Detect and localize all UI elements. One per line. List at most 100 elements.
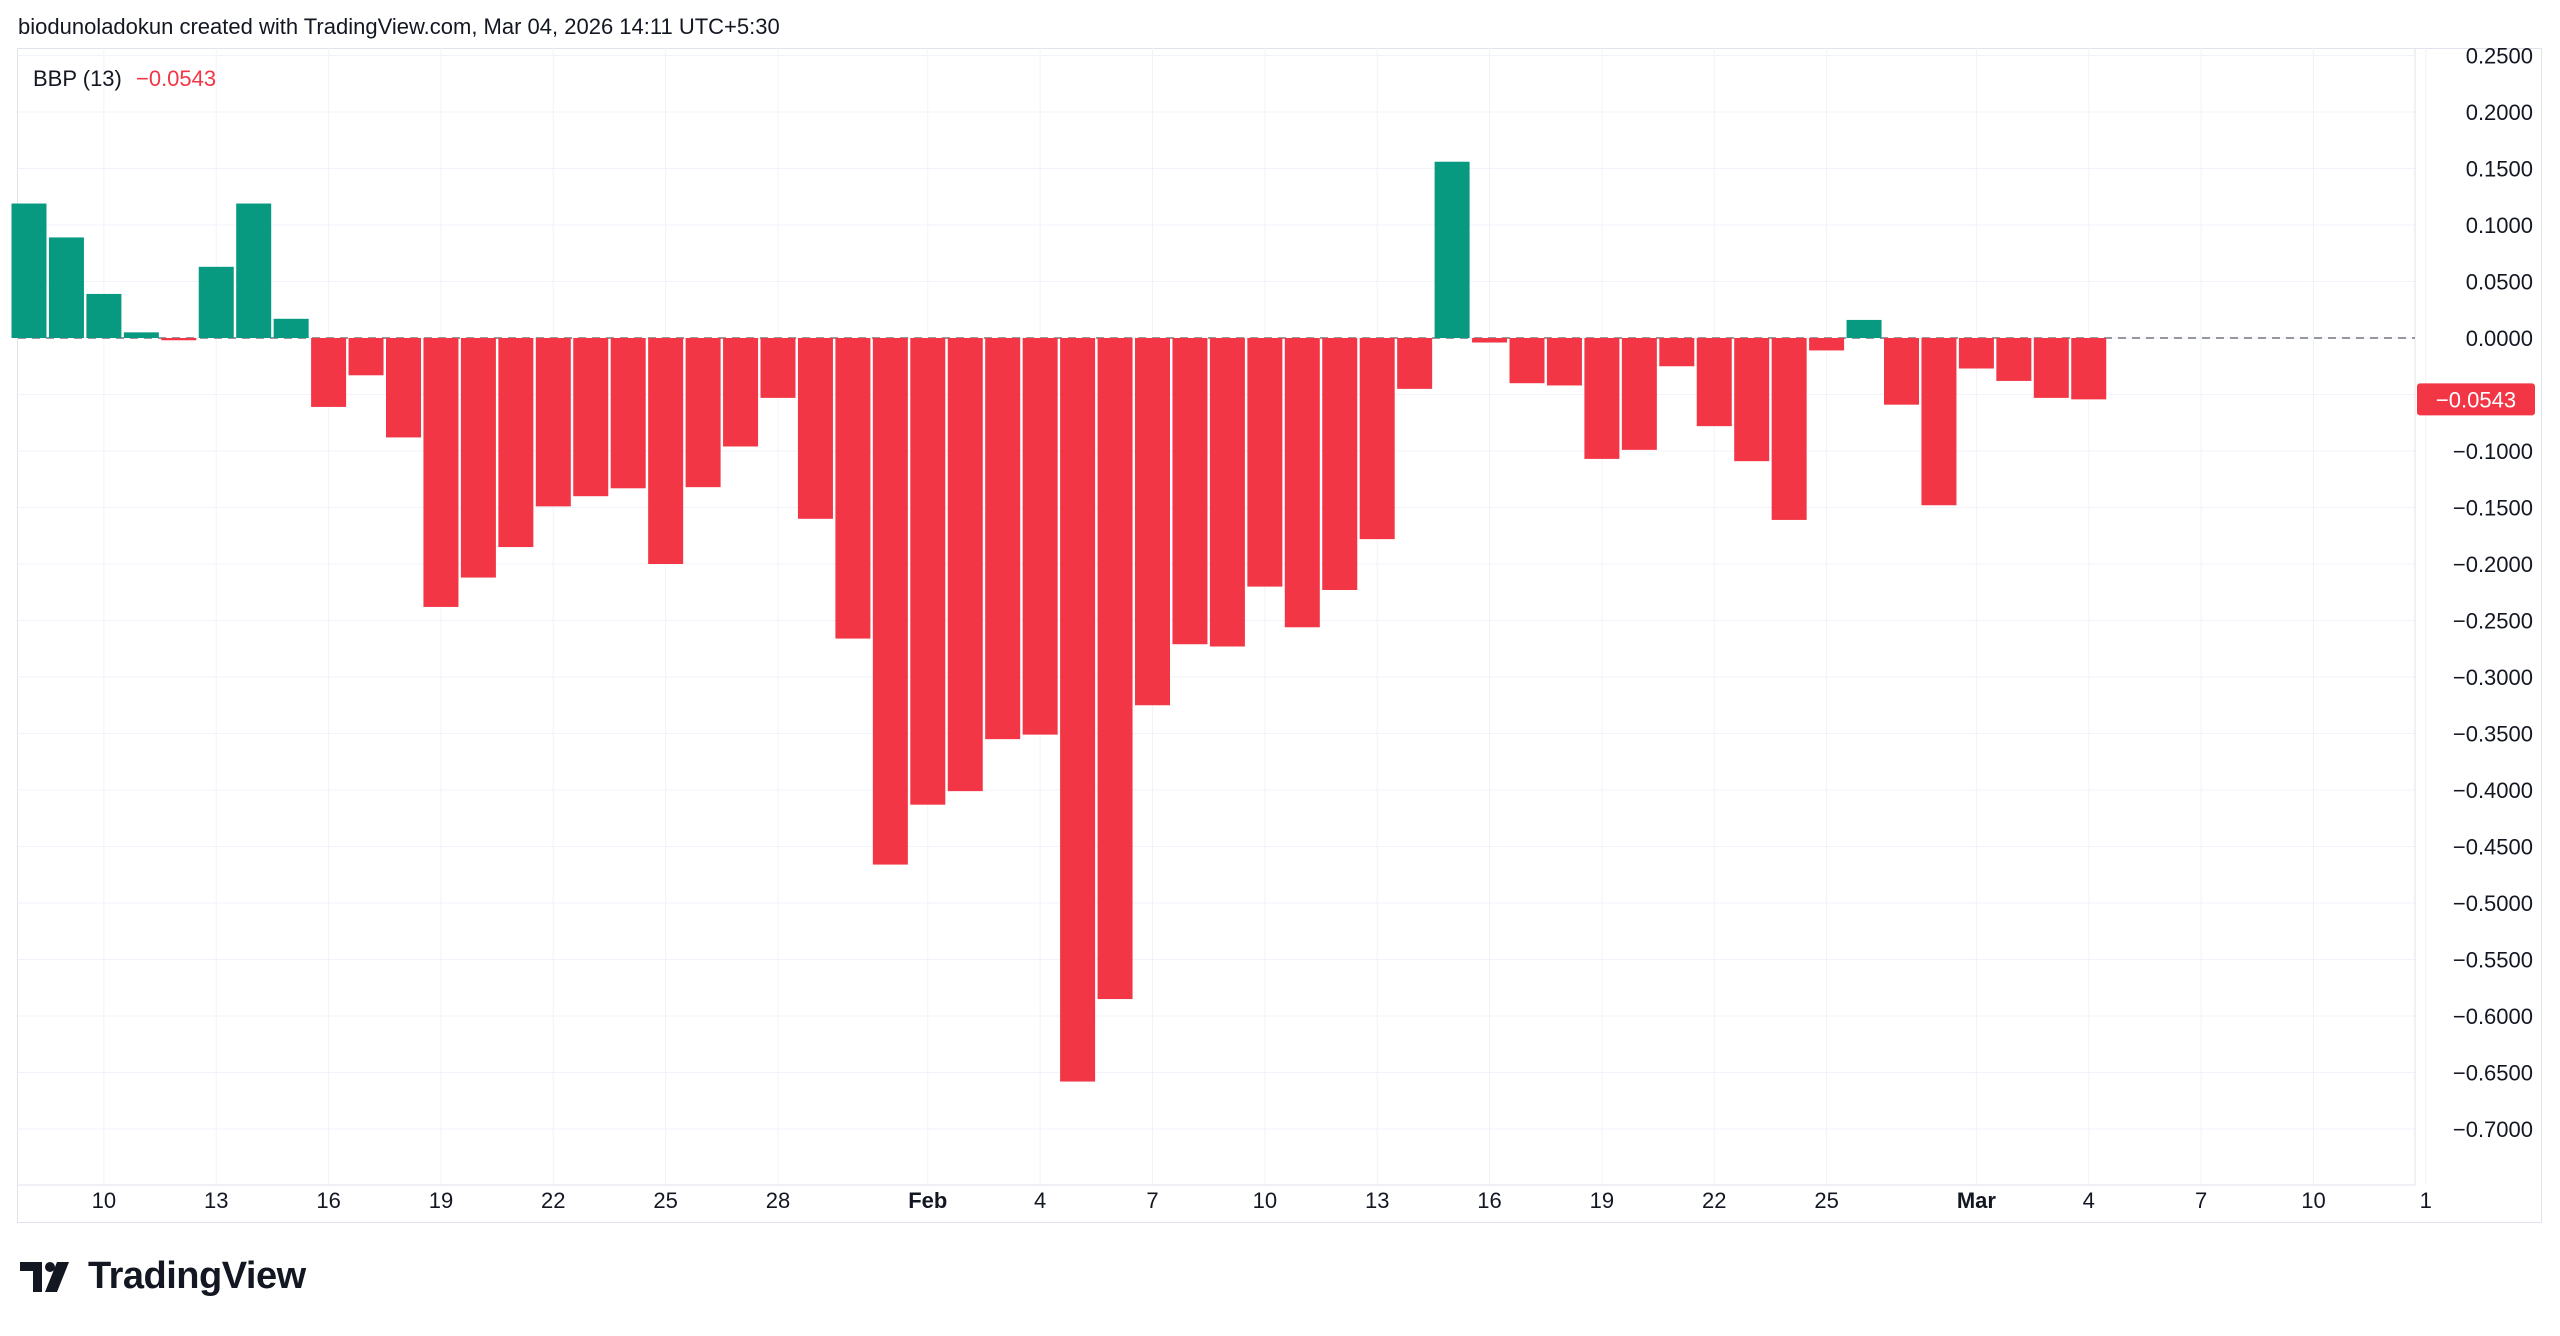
bbp-bar[interactable] (161, 338, 197, 341)
y-tick-label: 0.2000 (2466, 100, 2533, 125)
x-tick-label: 25 (653, 1188, 677, 1213)
y-tick-label: −0.1000 (2453, 439, 2533, 464)
bbp-bar[interactable] (723, 338, 759, 447)
y-tick-label: −0.2500 (2453, 609, 2533, 634)
x-tick-label: 4 (1034, 1188, 1046, 1213)
bbp-bar[interactable] (610, 338, 646, 489)
x-tick-label: Mar (1957, 1188, 1997, 1213)
bbp-bar[interactable] (1546, 338, 1582, 386)
bbp-bar[interactable] (573, 338, 609, 497)
bbp-bar[interactable] (123, 332, 159, 338)
bbp-bar[interactable] (311, 338, 347, 407)
chart-attribution: biodunoladokun created with TradingView.… (18, 14, 780, 39)
bbp-bar[interactable] (1958, 338, 1994, 369)
bbp-bar[interactable] (1322, 338, 1358, 590)
tradingview-logo-icon (20, 1261, 69, 1292)
bbp-bar[interactable] (760, 338, 796, 398)
bbp-bar[interactable] (1584, 338, 1620, 459)
bbp-bar[interactable] (1247, 338, 1283, 587)
x-tick-label: 16 (316, 1188, 340, 1213)
bbp-bar[interactable] (535, 338, 571, 507)
bbp-bar[interactable] (348, 338, 384, 376)
bbp-bar[interactable] (1209, 338, 1245, 647)
bbp-bar[interactable] (198, 266, 234, 338)
bbp-bar[interactable] (910, 338, 946, 805)
y-tick-label: −0.4500 (2453, 835, 2533, 860)
bbp-bar[interactable] (86, 293, 122, 338)
bbp-bar[interactable] (1921, 338, 1957, 506)
bbp-bar[interactable] (1509, 338, 1545, 384)
last-value-tag (2417, 383, 2535, 416)
x-tick-label: 22 (541, 1188, 565, 1213)
bbp-bar[interactable] (1097, 338, 1133, 1000)
bbp-bar[interactable] (1846, 319, 1882, 338)
bbp-bar[interactable] (648, 338, 684, 564)
y-tick-label: −0.3500 (2453, 722, 2533, 747)
bbp-bar[interactable] (1359, 338, 1395, 540)
x-tick-label: 10 (92, 1188, 116, 1213)
y-tick-label: −0.7000 (2453, 1117, 2533, 1142)
bbp-bar[interactable] (797, 338, 833, 519)
bbp-bar[interactable] (1771, 338, 1807, 520)
bbp-bar[interactable] (685, 338, 721, 488)
x-tick-label: Feb (908, 1188, 947, 1213)
bbp-bar[interactable] (423, 338, 459, 607)
x-tick-label: 16 (1477, 1188, 1501, 1213)
x-tick-label: 28 (766, 1188, 790, 1213)
bbp-bar[interactable] (985, 338, 1021, 740)
x-tick-label: 13 (1365, 1188, 1389, 1213)
bbp-bar[interactable] (1060, 338, 1096, 1082)
bbp-bar[interactable] (1172, 338, 1208, 645)
tradingview-logo-text: TradingView (88, 1255, 306, 1297)
indicator-legend[interactable]: BBP (13) −0.0543 (33, 66, 216, 92)
x-tick-label: 7 (1146, 1188, 1158, 1213)
x-tick-label: 7 (2195, 1188, 2207, 1213)
y-tick-label: 0.1000 (2466, 213, 2533, 238)
bbp-bar[interactable] (835, 338, 871, 639)
y-tick-label: −0.5000 (2453, 891, 2533, 916)
bbp-bar[interactable] (1734, 338, 1770, 462)
y-tick-label: −0.2000 (2453, 552, 2533, 577)
y-tick-label: −0.6500 (2453, 1061, 2533, 1086)
x-tick-label: 19 (429, 1188, 453, 1213)
bbp-bar[interactable] (1135, 338, 1170, 706)
tradingview-logo[interactable]: TradingView (20, 1255, 306, 1298)
bbp-bar[interactable] (236, 203, 272, 338)
bbp-bar[interactable] (11, 203, 47, 338)
bbp-bar[interactable] (1996, 338, 2032, 381)
bbp-bar[interactable] (1397, 338, 1433, 389)
legend-indicator-value: −0.0543 (135, 66, 217, 91)
bbp-bar[interactable] (2033, 338, 2069, 398)
bbp-bar[interactable] (1659, 338, 1695, 367)
last-value-label: −0.0543 (2436, 387, 2516, 412)
y-tick-label: −0.5500 (2453, 948, 2533, 973)
x-tick-label: 1 (2420, 1188, 2432, 1213)
bbp-bar[interactable] (1884, 338, 1919, 405)
y-tick-label: −0.4000 (2453, 778, 2533, 803)
bbp-bar[interactable] (386, 338, 421, 438)
y-tick-label: 0.1500 (2466, 157, 2533, 182)
bbp-bar[interactable] (273, 318, 309, 338)
bbp-bar[interactable] (1809, 338, 1845, 351)
bbp-bar[interactable] (1621, 338, 1657, 450)
x-tick-label: 4 (2083, 1188, 2095, 1213)
bbp-bar[interactable] (48, 237, 84, 338)
bbp-bar[interactable] (872, 338, 908, 865)
bbp-bar[interactable] (1434, 161, 1470, 338)
bbp-bar[interactable] (1284, 338, 1320, 628)
bbp-bar[interactable] (947, 338, 983, 792)
y-tick-label: −0.6000 (2453, 1004, 2533, 1029)
bbp-bar[interactable] (1696, 338, 1732, 427)
bbp-bar[interactable] (460, 338, 496, 578)
y-tick-label: −0.3000 (2453, 665, 2533, 690)
x-tick-label: 10 (1253, 1188, 1277, 1213)
bbp-bar[interactable] (498, 338, 534, 548)
bbp-bar[interactable] (1022, 338, 1058, 735)
bbp-bar[interactable] (2071, 338, 2107, 400)
legend-indicator-name: BBP (13) (33, 66, 122, 91)
bbp-bar[interactable] (1472, 338, 1508, 343)
x-tick-label: 13 (204, 1188, 228, 1213)
x-tick-label: 10 (2301, 1188, 2325, 1213)
y-tick-label: 0.0500 (2466, 270, 2533, 295)
